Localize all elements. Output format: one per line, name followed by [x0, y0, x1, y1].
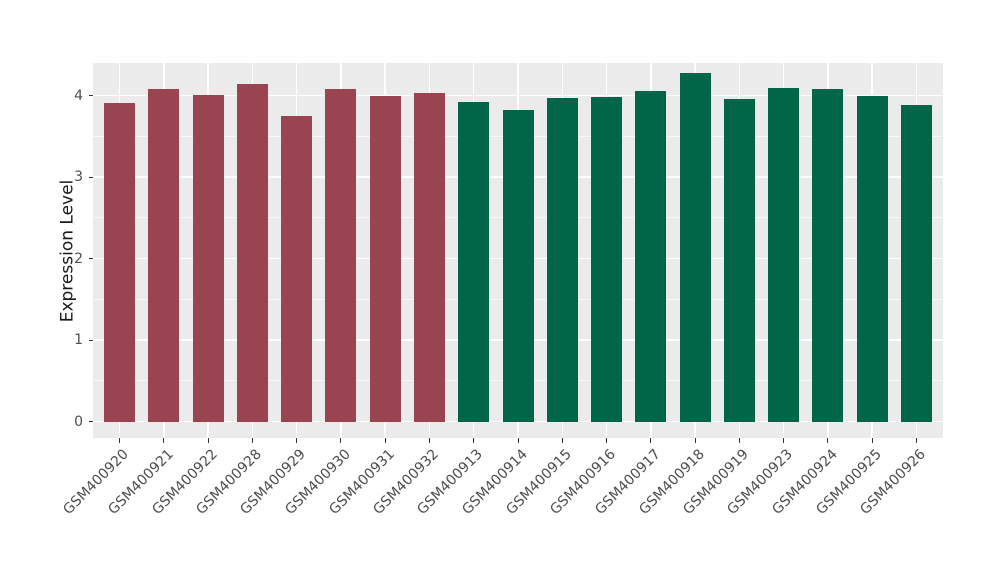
x-tick-mark — [738, 438, 740, 443]
y-tick-mark — [88, 176, 93, 178]
x-tick-mark — [163, 438, 165, 443]
x-tick-mark — [827, 438, 829, 443]
x-tick-mark — [783, 438, 785, 443]
y-tick-mark — [88, 421, 93, 423]
bar-GSM400929 — [281, 115, 313, 422]
bar-GSM400917 — [635, 90, 667, 422]
bar-GSM400918 — [679, 72, 711, 422]
x-tick-mark — [207, 438, 209, 443]
y-tick-label: 4 — [74, 87, 83, 104]
x-tick-mark — [119, 438, 121, 443]
bar-GSM400916 — [591, 97, 623, 422]
x-tick-mark — [251, 438, 253, 443]
y-tick-mark — [88, 95, 93, 97]
y-tick-label: 2 — [74, 250, 83, 267]
x-tick-mark — [915, 438, 917, 443]
x-tick-mark — [650, 438, 652, 443]
bar-GSM400922 — [192, 94, 224, 422]
bar-GSM400928 — [236, 84, 268, 422]
x-tick-mark — [428, 438, 430, 443]
x-tick-mark — [296, 438, 298, 443]
y-tick-mark — [88, 339, 93, 341]
x-tick-mark — [473, 438, 475, 443]
bar-GSM400914 — [502, 110, 534, 422]
bar-GSM400919 — [723, 98, 755, 422]
x-tick-mark — [340, 438, 342, 443]
y-tick-label: 1 — [74, 332, 83, 349]
x-tick-mark — [871, 438, 873, 443]
bar-GSM400932 — [413, 93, 445, 422]
bar-GSM400931 — [369, 95, 401, 422]
y-tick-label: 3 — [74, 169, 83, 186]
bar-GSM400925 — [856, 95, 888, 422]
bar-GSM400921 — [148, 89, 180, 422]
bar-GSM400923 — [768, 88, 800, 422]
x-tick-mark — [384, 438, 386, 443]
bar-GSM400926 — [900, 105, 932, 422]
x-tick-mark — [517, 438, 519, 443]
y-tick-label: 0 — [74, 413, 83, 430]
x-tick-mark — [694, 438, 696, 443]
bar-GSM400913 — [458, 102, 490, 422]
bar-GSM400915 — [546, 98, 578, 422]
bar-GSM400930 — [325, 89, 357, 422]
x-tick-mark — [561, 438, 563, 443]
y-tick-mark — [88, 258, 93, 260]
bar-GSM400920 — [104, 102, 136, 422]
bar-GSM400924 — [812, 89, 844, 422]
x-tick-mark — [606, 438, 608, 443]
